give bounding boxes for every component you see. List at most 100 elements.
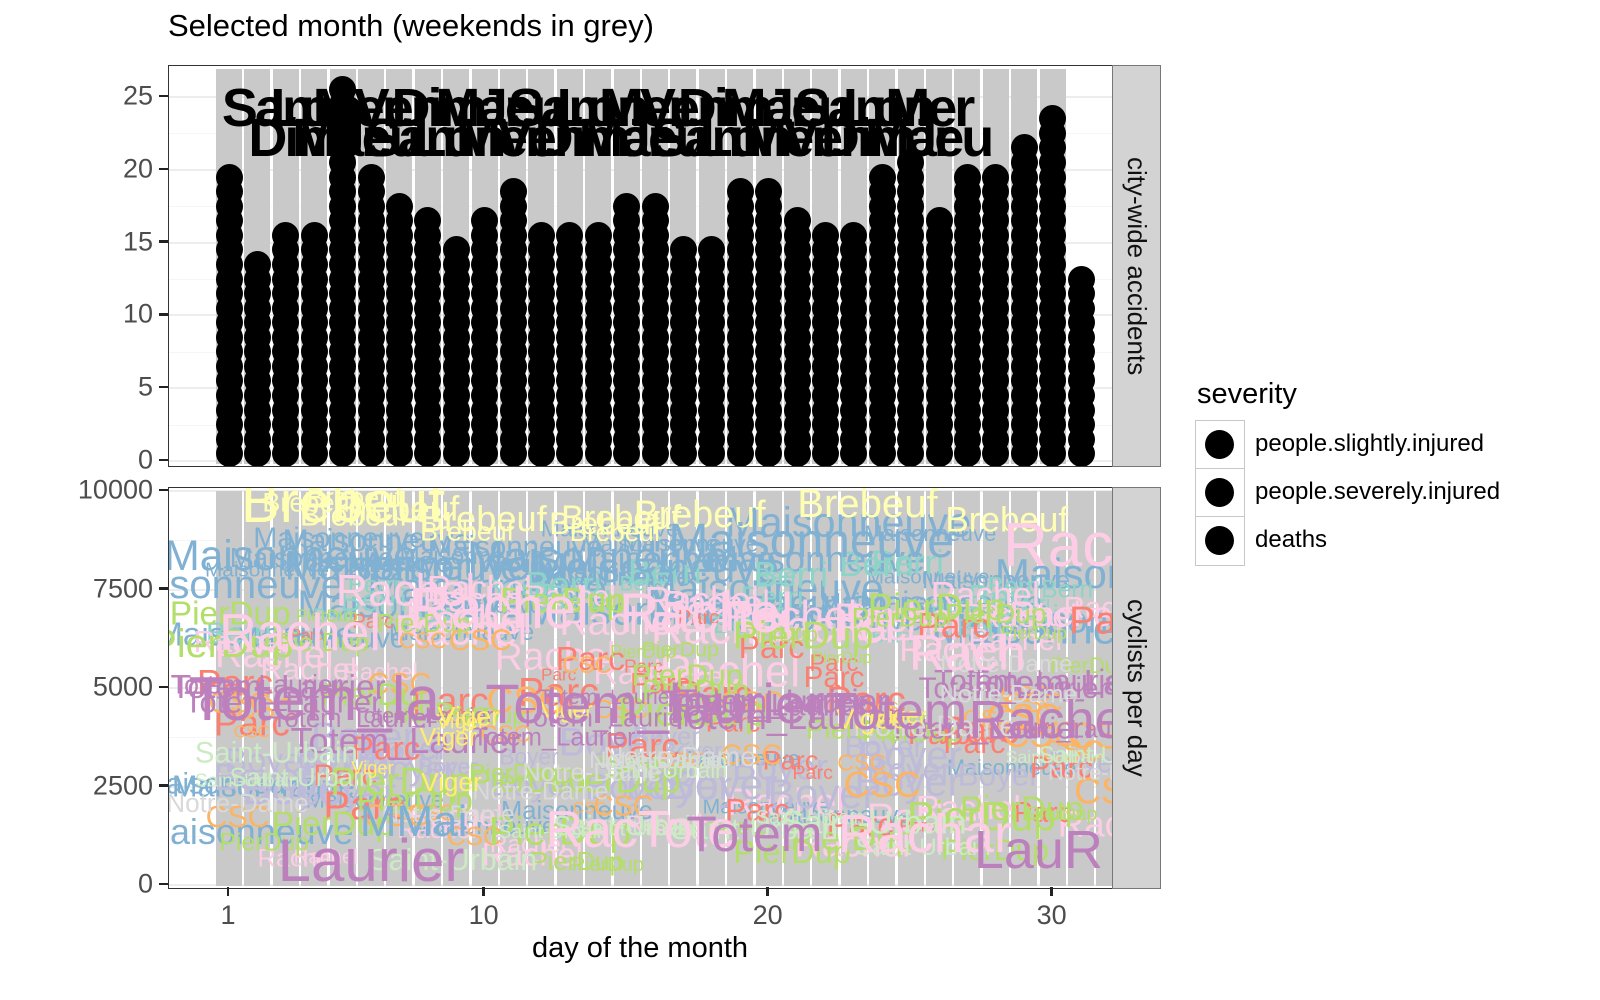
y-tick-mark bbox=[159, 458, 168, 462]
legend-item-label: people.severely.injured bbox=[1255, 478, 1501, 505]
station-label: Maisonneuve bbox=[931, 605, 1114, 654]
station-label-featured: Rach bbox=[1002, 511, 1114, 581]
overplotted-label: Dim bbox=[391, 78, 488, 138]
station-label: Brebeuf bbox=[945, 500, 1069, 540]
station-label: Berri bbox=[628, 552, 702, 592]
accident-dot bbox=[840, 221, 868, 249]
station-label: Maisonneuve bbox=[427, 530, 603, 564]
station-label: Brebeuf bbox=[420, 516, 515, 547]
accident-dot bbox=[1039, 105, 1067, 133]
accident-dot bbox=[215, 163, 243, 191]
minor-gridline bbox=[169, 279, 1113, 280]
minor-gridline bbox=[169, 737, 1113, 739]
station-label: Maisonneuve bbox=[235, 622, 406, 655]
overplotted-label: Sam bbox=[651, 108, 759, 168]
station-label: Maisonneuve bbox=[866, 565, 990, 589]
overplotted-label: Lun bbox=[413, 108, 506, 168]
station-label: Maisonneuve bbox=[169, 811, 354, 852]
station-label: Rachel bbox=[753, 601, 895, 653]
station-label: Berri bbox=[931, 594, 976, 618]
weekend-grey-bar bbox=[954, 491, 981, 886]
overplotted-label: Dim bbox=[677, 78, 774, 138]
station-label-featured: Totem bbox=[825, 682, 968, 741]
overplotted-label: Mar bbox=[721, 78, 812, 138]
station-label-featured: Rachel bbox=[618, 581, 794, 645]
x-axis-title: day of the month bbox=[531, 932, 749, 964]
station-label: Brebeuf bbox=[797, 487, 938, 526]
overplotted-label: Dim bbox=[534, 108, 631, 168]
station-label: Maisonneuve bbox=[864, 520, 997, 546]
station-label: Maisonneuve bbox=[707, 538, 926, 580]
station-label: Berri bbox=[999, 598, 1059, 630]
accident-dot bbox=[982, 163, 1010, 191]
station-label: Maisonneuve bbox=[412, 593, 542, 619]
y-tick-label: 0 bbox=[137, 444, 153, 475]
station-label: Maisonneuve bbox=[763, 597, 942, 631]
overplotted-label: Lun bbox=[699, 108, 793, 168]
station-label-featured: Rachel bbox=[968, 689, 1113, 750]
station-label: Rachel bbox=[899, 630, 1005, 669]
station-label: Berri bbox=[1041, 577, 1094, 605]
station-label: Maisonneuve bbox=[345, 543, 589, 590]
station-label: Maisonneuve bbox=[946, 754, 1077, 780]
station-label: Brebeuf bbox=[299, 498, 408, 533]
y-tick-label: 0 bbox=[137, 868, 153, 899]
overplotted-label: Sam bbox=[794, 78, 902, 138]
station-label: Berri bbox=[486, 574, 534, 600]
station-label: Berri bbox=[712, 608, 772, 640]
y-tick-mark bbox=[159, 784, 168, 787]
accident-dot bbox=[243, 250, 271, 278]
overplotted-label: Ven bbox=[639, 78, 730, 138]
station-label: Brebeuf bbox=[549, 505, 660, 542]
x-tick-mark bbox=[226, 887, 230, 896]
station-label: Maisonneuve bbox=[253, 522, 425, 555]
x-tick-label: 1 bbox=[220, 900, 236, 930]
x-tick-label: 20 bbox=[752, 900, 783, 930]
station-label: Maisonneuve bbox=[529, 560, 692, 592]
weekend-grey-bar bbox=[1096, 491, 1113, 886]
station-label: Rachel bbox=[214, 633, 334, 677]
weekend-grey-bar bbox=[471, 491, 498, 886]
x-tick-mark bbox=[1050, 887, 1053, 896]
station-label: Maisonneuve bbox=[820, 590, 968, 618]
station-label: Maisonneuve bbox=[169, 767, 317, 801]
station-label-featured: Rachel bbox=[219, 603, 381, 662]
weekend-grey-bar bbox=[1011, 491, 1038, 886]
station-label: Maisonneuve bbox=[988, 598, 1113, 641]
station-label: Maisonneuve bbox=[412, 813, 556, 841]
weekend-grey-bar bbox=[500, 491, 526, 886]
accident-dot bbox=[925, 207, 953, 235]
weekend-grey-bar bbox=[386, 491, 413, 886]
station-label: Rachel bbox=[833, 594, 962, 641]
accident-dot bbox=[868, 163, 896, 191]
accident-dot bbox=[755, 178, 783, 206]
station-label: Brebeuf bbox=[633, 492, 766, 535]
major-gridline bbox=[169, 588, 1113, 591]
station-label: PierDup bbox=[867, 585, 1006, 629]
overplotted-label: Mer bbox=[742, 108, 832, 168]
station-label-featured: Brebeuf bbox=[241, 487, 445, 535]
station-label: Brebeuf bbox=[419, 498, 547, 540]
legend-key bbox=[1195, 468, 1245, 518]
accident-dot bbox=[499, 178, 527, 206]
legend-title: severity bbox=[1197, 378, 1297, 410]
station-label: Maisonneuve bbox=[728, 600, 923, 638]
accident-dot bbox=[613, 192, 641, 220]
station-label: Berri bbox=[1006, 592, 1051, 616]
station-label: Maisonneuve bbox=[725, 499, 972, 546]
station-label-featured: Maisonneuve bbox=[668, 515, 954, 569]
x-tick-label: 30 bbox=[1036, 900, 1067, 930]
overplotted-label: Mer bbox=[312, 78, 403, 138]
station-label: Rachel bbox=[342, 658, 418, 686]
overplotted-label: Ven bbox=[353, 78, 444, 138]
accident-dot bbox=[783, 207, 811, 235]
station-label-featured: LauR bbox=[973, 819, 1103, 880]
station-label: Notre-Dame bbox=[168, 787, 309, 818]
overplotted-label: Ven bbox=[496, 108, 587, 168]
minor-gridline bbox=[169, 540, 1113, 542]
station-label: Berri bbox=[532, 575, 613, 618]
overplotted-label: Jeu bbox=[764, 78, 851, 138]
station-label: Berri bbox=[347, 571, 399, 599]
overplotted-label: Jeu bbox=[907, 108, 994, 168]
station-label: Berri bbox=[753, 555, 828, 595]
